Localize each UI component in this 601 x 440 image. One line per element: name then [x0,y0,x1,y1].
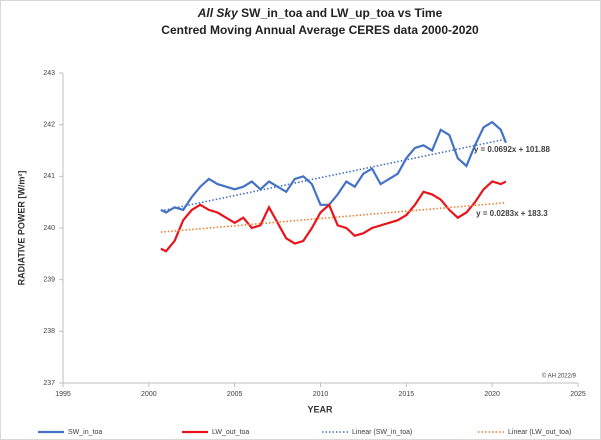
legend-label: SW_in_toa [68,429,102,436]
chart-title: All Sky SW_in_toa and LW_up_toa vs Time [197,6,443,20]
series-line [160,120,507,214]
credit: © AH 2022/9 [542,373,577,380]
trend-equation: y = 0.0283x + 183.3 [476,209,548,218]
title-italic: All Sky [197,6,239,20]
y-tick-label: 237 [43,380,55,387]
x-tick-label: 2025 [570,391,586,398]
trend-line [160,138,507,212]
x-tick-label: 2005 [227,391,243,398]
chart-subtitle: Centred Moving Annual Average CERES data… [161,23,479,37]
y-tick-label: 240 [43,225,55,232]
y-tick-label: 238 [43,328,55,335]
x-tick-label: 2020 [484,391,500,398]
legend-label: LW_out_toa [212,429,249,436]
trend-equation: y = 0.0692x + 101.88 [474,145,551,154]
y-axis-label: RADIATIVE POWER [W/m²] [16,171,26,286]
x-tick-label: 1995 [55,391,71,398]
y-tick-label: 239 [43,277,55,284]
series-line [160,180,507,253]
title-main: SW_in_toa and LW_up_toa vs Time [241,6,442,20]
y-tick-label: 243 [43,70,55,77]
legend-label: Linear (SW_in_toa) [352,429,412,436]
y-tick-label: 242 [43,122,55,129]
x-tick-label: 2010 [313,391,329,398]
x-tick-label: 2000 [141,391,157,398]
legend-label: Linear (LW_out_toa) [508,429,571,436]
x-tick-label: 2015 [399,391,415,398]
y-tick-label: 241 [43,173,55,180]
x-axis-label: YEAR [307,404,333,414]
